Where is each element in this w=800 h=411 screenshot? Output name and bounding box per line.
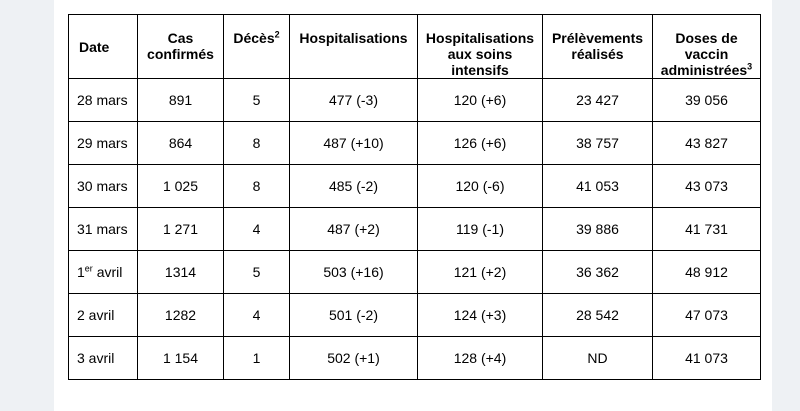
date-label: 30 mars	[77, 178, 128, 194]
document-page: Date Cas confirmés Décès2 Hospitalisations H…	[54, 0, 772, 411]
date-label: 28 mars	[77, 92, 128, 108]
tests-cell: 39 886	[542, 207, 653, 251]
deaths-cell: 5	[223, 78, 290, 122]
deaths-cell: 1	[223, 336, 290, 380]
hospitalisations-cell: 477 (-3)	[289, 78, 418, 122]
table-body: 28 mars 891 5 477 (-3) 120 (+6) 23 427 39 056 2…	[68, 78, 761, 380]
icu-cell: 120 (-6)	[417, 164, 543, 208]
hospitalisations-cell: 503 (+16)	[289, 250, 418, 294]
confirmed-cases-cell: 864	[137, 121, 224, 165]
header-label: Hospitalisations	[299, 30, 408, 46]
vaccine-doses-cell: 41 073	[652, 336, 761, 380]
confirmed-cases-cell: 1 271	[137, 207, 224, 251]
icu-cell: 128 (+4)	[417, 336, 543, 380]
icu-cell: 124 (+3)	[417, 293, 543, 337]
table-row: 2 avril 1282 4 501 (-2) 124 (+3) 28 542 47 073	[68, 293, 761, 337]
icu-cell: 119 (-1)	[417, 207, 543, 251]
vaccine-doses-cell: 47 073	[652, 293, 761, 337]
hospitalisations-cell: 487 (+10)	[289, 121, 418, 165]
confirmed-cases-cell: 891	[137, 78, 224, 122]
footnote-marker: 3	[747, 61, 753, 72]
tests-cell: 38 757	[542, 121, 653, 165]
header-tests: Prélèvements réalisés	[542, 14, 653, 79]
covid-stats-table: Date Cas confirmés Décès2 Hospitalisations H…	[68, 14, 761, 380]
date-cell: 30 mars	[68, 164, 138, 208]
header-label: Date	[79, 38, 110, 55]
confirmed-cases-cell: 1314	[137, 250, 224, 294]
date-label: 31 mars	[77, 221, 128, 237]
tests-cell: 23 427	[542, 78, 653, 122]
table-row: 31 mars 1 271 4 487 (+2) 119 (-1) 39 886 41 73…	[68, 207, 761, 251]
date-cell: 28 mars	[68, 78, 138, 122]
date-cell: 31 mars	[68, 207, 138, 251]
table-row: 1er avril 1314 5 503 (+16) 121 (+2) 36 362 48 …	[68, 250, 761, 294]
date-label: 1	[77, 264, 85, 280]
vaccine-doses-cell: 41 731	[652, 207, 761, 251]
table-header-row: Date Cas confirmés Décès2 Hospitalisations H…	[68, 14, 761, 79]
vaccine-doses-cell: 43 827	[652, 121, 761, 165]
table-row: 28 mars 891 5 477 (-3) 120 (+6) 23 427 39 056	[68, 78, 761, 122]
date-label: 2 avril	[77, 307, 115, 323]
header-label: Hospitalisations aux soins intensifs	[425, 30, 535, 78]
deaths-cell: 5	[223, 250, 290, 294]
deaths-cell: 8	[223, 164, 290, 208]
header-deaths: Décès2	[223, 14, 290, 79]
header-label: Décès	[233, 30, 275, 46]
date-month: avril	[92, 264, 123, 280]
ordinal-suffix: er	[84, 263, 93, 274]
icu-cell: 120 (+6)	[417, 78, 543, 122]
tests-cell: 36 362	[542, 250, 653, 294]
header-hospitalisations: Hospitalisations	[289, 14, 418, 79]
footnote-marker: 2	[274, 29, 280, 40]
vaccine-doses-cell: 43 073	[652, 164, 761, 208]
header-label: Cas confirmés	[147, 30, 214, 62]
confirmed-cases-cell: 1 154	[137, 336, 224, 380]
header-icu: Hospitalisations aux soins intensifs	[417, 14, 543, 79]
date-label: 3 avril	[77, 350, 115, 366]
icu-cell: 126 (+6)	[417, 121, 543, 165]
hospitalisations-cell: 501 (-2)	[289, 293, 418, 337]
hospitalisations-cell: 487 (+2)	[289, 207, 418, 251]
tests-cell: 41 053	[542, 164, 653, 208]
vaccine-doses-cell: 48 912	[652, 250, 761, 294]
date-cell: 29 mars	[68, 121, 138, 165]
tests-cell: ND	[542, 336, 653, 380]
deaths-cell: 4	[223, 207, 290, 251]
table-row: 3 avril 1 154 1 502 (+1) 128 (+4) ND 41 073	[68, 336, 761, 380]
header-vaccine-doses: Doses de vaccin administrées3	[652, 14, 761, 79]
confirmed-cases-cell: 1 025	[137, 164, 224, 208]
hospitalisations-cell: 485 (-2)	[289, 164, 418, 208]
icu-cell: 121 (+2)	[417, 250, 543, 294]
deaths-cell: 8	[223, 121, 290, 165]
header-label: Prélèvements réalisés	[551, 30, 644, 62]
header-date: Date	[68, 14, 138, 79]
table-row: 29 mars 864 8 487 (+10) 126 (+6) 38 757 43 827	[68, 121, 761, 165]
tests-cell: 28 542	[542, 293, 653, 337]
deaths-cell: 4	[223, 293, 290, 337]
vaccine-doses-cell: 39 056	[652, 78, 761, 122]
date-cell: 2 avril	[68, 293, 138, 337]
date-cell: 1er avril	[68, 250, 138, 294]
confirmed-cases-cell: 1282	[137, 293, 224, 337]
header-label: Doses de vaccin administrées	[660, 30, 748, 78]
header-confirmed-cases: Cas confirmés	[137, 14, 224, 79]
table-row: 30 mars 1 025 8 485 (-2) 120 (-6) 41 053 43 07…	[68, 164, 761, 208]
date-label: 29 mars	[77, 135, 128, 151]
date-cell: 3 avril	[68, 336, 138, 380]
hospitalisations-cell: 502 (+1)	[289, 336, 418, 380]
